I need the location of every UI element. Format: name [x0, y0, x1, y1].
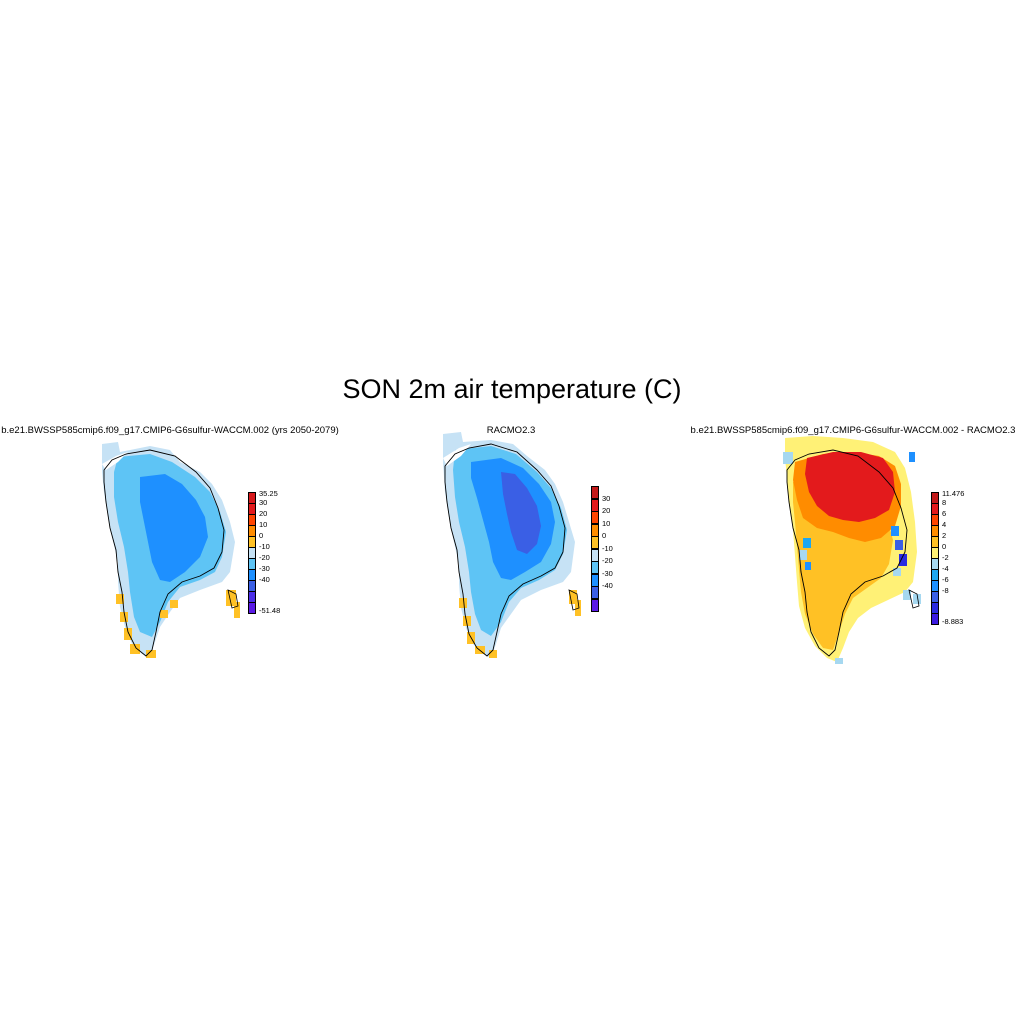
region-core — [140, 474, 208, 582]
colorbar-cell — [248, 558, 256, 570]
colorbar-cell — [248, 536, 256, 548]
colorbar-label: -40 — [259, 575, 270, 584]
colorbar-cell — [248, 580, 256, 592]
colorbar-cell — [931, 569, 939, 581]
colorbar-label: -40 — [602, 581, 613, 590]
colorbar-label: -30 — [602, 568, 613, 578]
greenland-map-difference — [783, 436, 921, 664]
coastline-east-island — [227, 589, 239, 609]
colorbar-cell — [931, 547, 939, 559]
colorbar-cell — [931, 580, 939, 592]
colorbar-cell — [248, 514, 256, 526]
colorbar-cell — [591, 498, 599, 512]
colorbar-label: 0 — [942, 542, 947, 551]
colorbar-cell — [931, 558, 939, 570]
colorbar-label: 10 — [259, 520, 268, 529]
colorbar-cell — [248, 547, 256, 559]
colorbar-label: -8.883 — [942, 617, 964, 626]
colorbar-cell — [248, 591, 256, 603]
colorbar-cell — [248, 525, 256, 537]
coastal-warm-cells — [116, 590, 240, 658]
colorbar-cell — [931, 492, 939, 504]
colorbar: 35.25 30 20 10 0 -10 -20 -30 -40 -51.48 — [248, 489, 308, 615]
colorbar-label: 30 — [259, 498, 268, 507]
colorbar-label: -51.48 — [259, 606, 281, 615]
colorbar-cell — [931, 525, 939, 537]
colorbar-label: -8 — [942, 586, 949, 595]
colorbar-cell — [591, 511, 599, 524]
colorbar-label: 35.25 — [259, 489, 278, 498]
colorbar-label: 4 — [942, 520, 947, 529]
greenland-map-model — [102, 442, 240, 658]
panel-difference: b.e21.BWSSP585cmip6.f09_g17.CMIP6-G6sulf… — [683, 422, 1023, 672]
colorbar-cell — [591, 523, 599, 537]
colorbar-label: -10 — [602, 543, 613, 553]
fjord-white — [102, 452, 128, 470]
colorbar-cell — [591, 586, 599, 599]
panel-title: RACMO2.3 — [486, 425, 536, 436]
colorbar-label: -4 — [942, 564, 949, 573]
colorbar-label: -10 — [259, 542, 270, 551]
colorbar-label: 2 — [942, 531, 947, 540]
colorbar-cell — [931, 503, 939, 515]
coastline-east-island — [568, 589, 580, 611]
panel-title: b.e21.BWSSP585cmip6.f09_g17.CMIP6-G6sulf… — [690, 425, 1016, 436]
colorbar-cell — [931, 514, 939, 526]
colorbar-cell — [931, 613, 939, 625]
colorbar: 30 20 10 0 -10 -20 -30 -40 — [591, 486, 651, 612]
coastline-east-island — [908, 589, 920, 609]
colorbar-label: 10 — [602, 518, 611, 528]
colorbar-label: 8 — [942, 498, 947, 507]
coastline — [103, 449, 225, 657]
colorbar-cell — [591, 536, 599, 549]
figure-title: SON 2m air temperature (C) — [342, 374, 682, 404]
colorbar-label: 20 — [259, 509, 268, 518]
colorbar: 11.476 8 6 4 2 0 -2 -4 -6 -8 -8.883 — [931, 489, 991, 626]
greenland-map-racmo — [443, 432, 581, 658]
colorbar-cell — [591, 573, 599, 587]
colorbar-cell — [248, 503, 256, 515]
colorbar-cell — [248, 492, 256, 504]
coastline — [786, 449, 908, 657]
colorbar-label: 30 — [602, 493, 611, 503]
colorbar-label: -6 — [942, 575, 949, 584]
coastline — [444, 443, 566, 657]
colorbar-cell — [248, 569, 256, 581]
colorbar-cell — [591, 486, 599, 499]
colorbar-label: -2 — [942, 553, 949, 562]
panel-racmo: RACMO2.3 30 20 10 0 -10 -20 -30 -40 — [341, 422, 681, 672]
colorbar-label: 0 — [602, 531, 607, 540]
colorbar-cell — [591, 548, 599, 562]
colorbar-cell — [931, 536, 939, 548]
colorbar-label: 11.476 — [942, 489, 965, 498]
region-core — [501, 472, 541, 554]
colorbar-label: -20 — [259, 553, 270, 562]
panel-title: b.e21.BWSSP585cmip6.f09_g17.CMIP6-G6sulf… — [1, 425, 339, 436]
colorbar-cell — [248, 602, 256, 614]
colorbar-cell — [591, 598, 599, 612]
colorbar-label: -30 — [259, 564, 270, 573]
negative-cells — [783, 452, 921, 664]
colorbar-label: -20 — [602, 556, 613, 565]
colorbar-cell — [591, 561, 599, 574]
region-red — [805, 452, 895, 522]
colorbar-label: 6 — [942, 509, 947, 518]
panel-model: b.e21.BWSSP585cmip6.f09_g17.CMIP6-G6sulf… — [0, 422, 340, 672]
colorbar-label: 20 — [602, 506, 611, 515]
colorbar-cell — [931, 602, 939, 614]
colorbar-label: 0 — [259, 531, 264, 540]
colorbar-cell — [931, 591, 939, 603]
